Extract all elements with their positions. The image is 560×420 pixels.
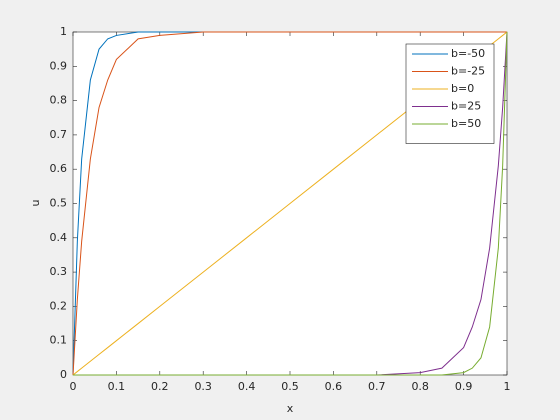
x-tick-label: 0.6 — [325, 380, 343, 393]
y-tick-label: 0 — [60, 368, 67, 381]
y-tick-label: 0.8 — [50, 94, 68, 107]
x-tick-label: 0.2 — [151, 380, 169, 393]
x-tick-label: 0.5 — [281, 380, 299, 393]
legend-label: b=25 — [451, 100, 481, 113]
legend-label: b=50 — [451, 117, 481, 130]
x-tick-label: 1 — [504, 380, 511, 393]
x-tick-label: 0.8 — [411, 380, 429, 393]
legend-box — [405, 43, 495, 144]
x-tick-label: 0.1 — [108, 380, 126, 393]
legend-label: b=0 — [451, 82, 474, 95]
legend-label: b=-50 — [451, 47, 485, 60]
line — [73, 31, 508, 376]
y-tick-label: 0.5 — [50, 197, 68, 210]
y-tick-label: 0.4 — [50, 231, 68, 244]
y-tick-label: 1 — [60, 25, 67, 38]
y-tick-label: 0.7 — [50, 128, 68, 141]
y-tick-label: 0.6 — [50, 162, 68, 175]
y-tick-label: 0.1 — [50, 334, 68, 347]
y-tick-label: 0.2 — [50, 299, 68, 312]
x-tick-label: 0 — [70, 380, 77, 393]
line — [72, 31, 507, 376]
y-axis-label: u — [29, 200, 42, 207]
x-tick-label: 0.4 — [238, 380, 256, 393]
legend-label: b=-25 — [451, 65, 485, 78]
y-tick-label: 0.9 — [50, 59, 68, 72]
x-axis-label: x — [287, 402, 294, 415]
x-tick-label: 0.3 — [194, 380, 212, 393]
y-tick-label: 0.3 — [50, 265, 68, 278]
x-tick-label: 0.7 — [368, 380, 386, 393]
x-tick-label: 0.9 — [455, 380, 473, 393]
